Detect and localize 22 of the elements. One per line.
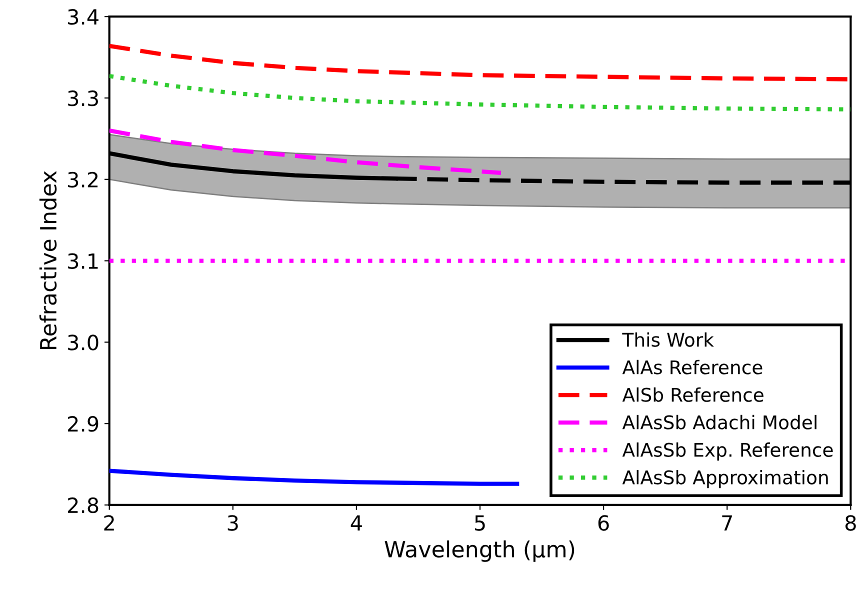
y-tick-label: 3.2 [68,172,98,188]
x-tick-label: 5 [474,515,485,531]
y-tick-label: 3.0 [68,334,98,350]
x-tick-label: 2 [104,515,114,531]
y-tick-label: 3.3 [68,90,98,106]
y-axis-title: Refractive Index [39,171,57,350]
x-tick-label: 6 [598,515,609,531]
x-tick-label: 8 [845,515,856,531]
legend-label: AlAsSb Exp. Reference [622,442,833,461]
y-tick-label: 3.1 [68,253,98,269]
y-tick-label: 2.9 [68,416,98,432]
y-tick-label: 3.4 [68,9,98,25]
legend-label: AlAsSb Approximation [622,470,828,488]
x-tick-label: 7 [722,515,732,531]
x-tick-label: 4 [350,515,362,531]
legend-label: AlAsSb Adachi Model [622,414,816,430]
x-axis-title: Wavelength (µm) [384,540,574,562]
y-tick-label: 2.8 [68,497,98,514]
legend-label: This Work [622,332,714,347]
legend-label: AlSb Reference [622,387,764,402]
legend-label: AlAs Reference [622,360,762,374]
x-tick-label: 3 [228,515,238,531]
